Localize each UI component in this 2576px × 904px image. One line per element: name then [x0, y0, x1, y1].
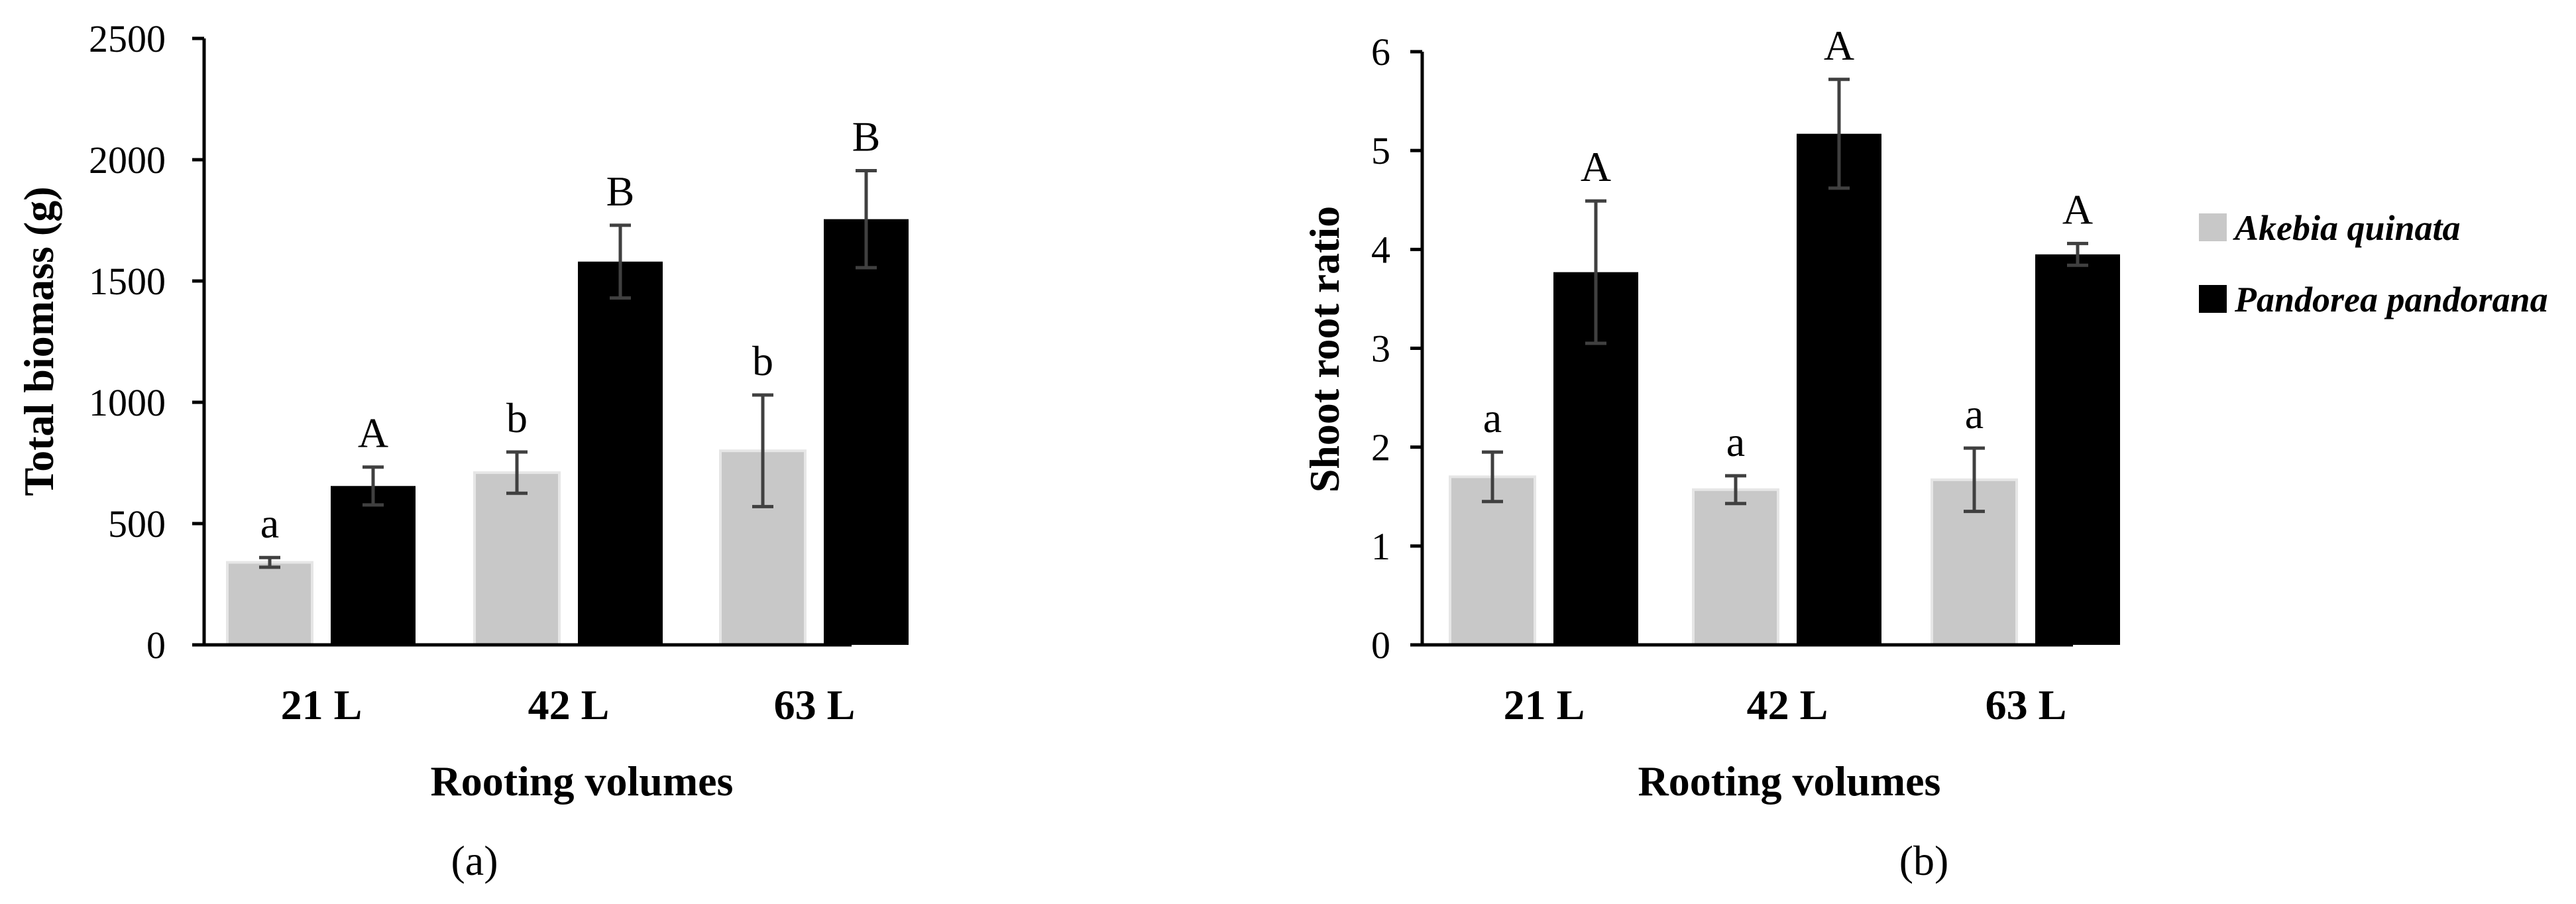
panel-b-y-tick-label: 2 [1371, 426, 1390, 469]
panel-b-marks [1449, 133, 2120, 647]
panel-b-significance-letter: a [1483, 394, 1502, 441]
panel-b-label: (b) [1899, 837, 1949, 884]
panel-a-x-tick-label: 63 L [774, 681, 856, 728]
panel-b-bar-pandorea [1797, 133, 1881, 645]
panel-a-bar-akebia [226, 561, 313, 646]
panel-a-significance-letter: B [606, 168, 635, 215]
panel-b-error-bar [1482, 450, 1503, 504]
panel-b-y-axis-title: Shoot root ratio [1301, 206, 1348, 493]
panel-a-y-tick-label: 2000 [89, 139, 166, 182]
panel-b-y-tick-label: 4 [1371, 228, 1390, 271]
panel-a-y-tick-label: 1000 [89, 381, 166, 424]
panel-a-significance-letter: B [852, 113, 881, 160]
panel-b-x-ticks: 21 L 42 L 63 L [1504, 681, 2067, 728]
panel-b-y-tick-label: 0 [1371, 624, 1390, 667]
panel-a-y-ticks: 0 500 1000 1500 2000 2500 [89, 17, 204, 667]
panel-a-y-tick-label: 1500 [89, 260, 166, 303]
panel-b-significance-letter: a [1965, 390, 1984, 437]
panel-a-error-bar [610, 223, 631, 300]
panel-b-error-bar [1964, 446, 1985, 514]
panel-a-x-ticks: 21 L 42 L 63 L [281, 681, 856, 728]
panel-b-error-bar [1828, 78, 1850, 190]
legend: Akebia quinata Pandorea pandorana [2199, 208, 2548, 319]
panel-b-significance-letter: A [1581, 143, 1611, 190]
panel-a-error-bar [752, 393, 773, 508]
panel-b-y-tick-label: 6 [1371, 30, 1390, 74]
legend-label-pandorea: Pandorea pandorana [2234, 280, 2548, 319]
panel-b-annotations: a a a A A A [1482, 22, 2093, 514]
panel-b-significance-letter: A [2062, 186, 2093, 233]
panel-b-y-tick-label: 1 [1371, 525, 1390, 568]
panel-b-chart: a a a A A A 0 1 2 3 4 5 6 21 L 42 L 63 L Shoot root r… [1301, 22, 2120, 884]
panel-a-x-tick-label: 42 L [528, 681, 610, 728]
panel-a-label: (a) [451, 837, 498, 884]
panel-a-error-bar [856, 168, 877, 270]
panel-a-error-bar [506, 450, 528, 495]
panel-a-significance-letter: A [358, 410, 388, 457]
panel-b-x-tick-label: 42 L [1747, 681, 1828, 728]
panel-b-error-bar [1725, 474, 1746, 506]
legend-label-akebia: Akebia quinata [2233, 208, 2461, 248]
panel-a-y-axis-title: Total biomass (g) [15, 186, 62, 496]
panel-a-y-tick-label: 0 [146, 624, 166, 667]
panel-b-y-tick-label: 3 [1371, 327, 1390, 370]
panel-b-error-bar [2067, 241, 2088, 267]
panel-b-y-tick-label: 5 [1371, 129, 1390, 172]
panel-b-y-ticks: 0 1 2 3 4 5 6 [1371, 30, 1422, 667]
panel-a-bar-pandorea [578, 261, 663, 646]
panel-a-marks [226, 219, 909, 646]
panel-a-error-bar [259, 555, 280, 569]
panel-b-bar-pandorea [2035, 254, 2120, 646]
panel-a-annotations: a b b A B B [259, 113, 881, 569]
panel-b-x-axis-title: Rooting volumes [1638, 758, 1941, 805]
panel-a-bar-akebia [473, 471, 561, 646]
panel-b-error-bar [1585, 199, 1606, 345]
panel-b-significance-letter: A [1824, 22, 1854, 69]
panel-a-bar-pandorea [824, 219, 909, 645]
panel-b-significance-letter: a [1726, 418, 1745, 465]
panel-a-x-tick-label: 21 L [281, 681, 363, 728]
panel-a-y-tick-label: 500 [108, 502, 166, 545]
panel-a-significance-letter: a [260, 500, 279, 547]
panel-a-significance-letter: b [506, 394, 528, 441]
panel-b-bar-akebia [1692, 488, 1779, 647]
panel-a-significance-letter: b [752, 337, 773, 384]
panel-a-y-tick-label: 2500 [89, 17, 166, 60]
panel-a-bar-pandorea [331, 486, 416, 645]
panel-a-error-bar [363, 465, 384, 507]
panel-b-x-tick-label: 63 L [1986, 681, 2067, 728]
legend-swatch-pandorea [2199, 285, 2227, 313]
legend-swatch-akebia [2199, 213, 2227, 241]
panel-a-x-axis-title: Rooting volumes [431, 758, 734, 805]
panel-a-chart: a b b A B B 0 500 1000 1500 2000 2500 21 L 42 L 63 L… [15, 17, 909, 884]
panel-b-x-tick-label: 21 L [1504, 681, 1585, 728]
